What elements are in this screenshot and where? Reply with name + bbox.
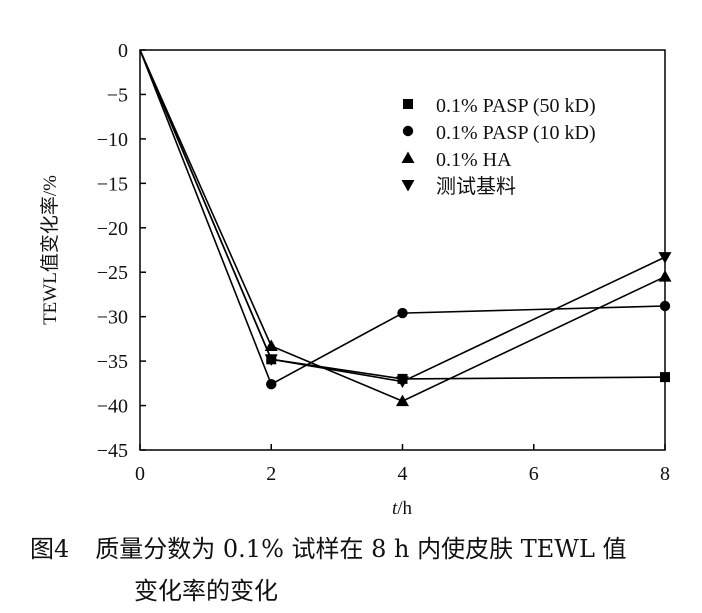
figure-caption: 图4 质量分数为 0.1% 试样在 8 h 内使皮肤 TEWL 值 变化率的变化 [30,528,690,612]
legend-marker [401,180,415,192]
legend-item: 0.1% PASP (10 kD) [402,122,596,144]
data-point [659,300,671,312]
data-point [264,354,278,366]
x-tick-label: 6 [529,463,539,485]
data-point [266,379,277,390]
legend: 0.1% PASP (50 kD) 0.1% PASP (10 kD) 0.1% H… [401,95,596,198]
y-axis-ticks: 0 −5 −10 −15 −20 −25 −30 −35 −40 −45 [97,40,146,462]
data-point [397,307,408,319]
y-tick-label: −5 [107,84,128,106]
legend-item: 0.1% PASP (50 kD) [403,95,596,117]
legend-item: 0.1% HA [401,149,512,171]
data-point [658,252,672,264]
y-tick-label: −45 [97,440,128,462]
series-3 [139,49,672,407]
x-tick-label: 4 [398,463,408,485]
figure-number: 图4 [30,535,70,563]
legend-marker [403,99,413,109]
legend-label: 0.1% PASP (10 kD) [436,122,596,144]
legend-marker [401,151,415,163]
caption-line-1: 质量分数为 0.1% 试样在 8 h 内使皮肤 TEWL 值 [95,535,627,563]
y-tick-label: −15 [97,173,128,195]
y-tick-label: −10 [97,129,128,151]
x-axis-ticks: 0 2 4 6 8 [135,444,670,485]
y-tick-label: −20 [97,218,128,240]
legend-label: 0.1% PASP (50 kD) [436,95,596,117]
data-point [396,394,409,407]
data-point [396,376,409,389]
series-2 [139,49,671,390]
series-4 [139,49,672,389]
series-line [139,49,666,402]
x-tick-label: 2 [266,463,276,485]
y-axis-label: TEWL值变化率/% [39,175,61,325]
data-point [660,372,670,383]
y-tick-label: −35 [97,351,128,373]
y-tick-label: 0 [118,40,128,62]
y-tick-label: −40 [97,396,128,418]
series-line [139,49,666,383]
y-tick-label: −25 [97,262,128,284]
data-point [658,270,672,282]
x-axis-label: t/h [392,498,413,519]
legend-label: 测试基料 [436,175,516,198]
legend-label: 0.1% HA [436,149,512,171]
caption-line-2: 变化率的变化 [134,577,278,605]
x-tick-label: 8 [660,463,670,485]
series-line [139,49,666,386]
legend-item: 测试基料 [401,175,516,198]
y-tick-label: −30 [97,307,128,329]
data-point [264,339,278,351]
legend-marker [402,125,414,137]
series-group [139,49,672,407]
chart: 0 −5 −10 −15 −20 −25 −30 −35 −40 −45 0 2 4 6 8 0.1% P… [39,40,672,519]
x-tick-label: 0 [135,463,145,485]
